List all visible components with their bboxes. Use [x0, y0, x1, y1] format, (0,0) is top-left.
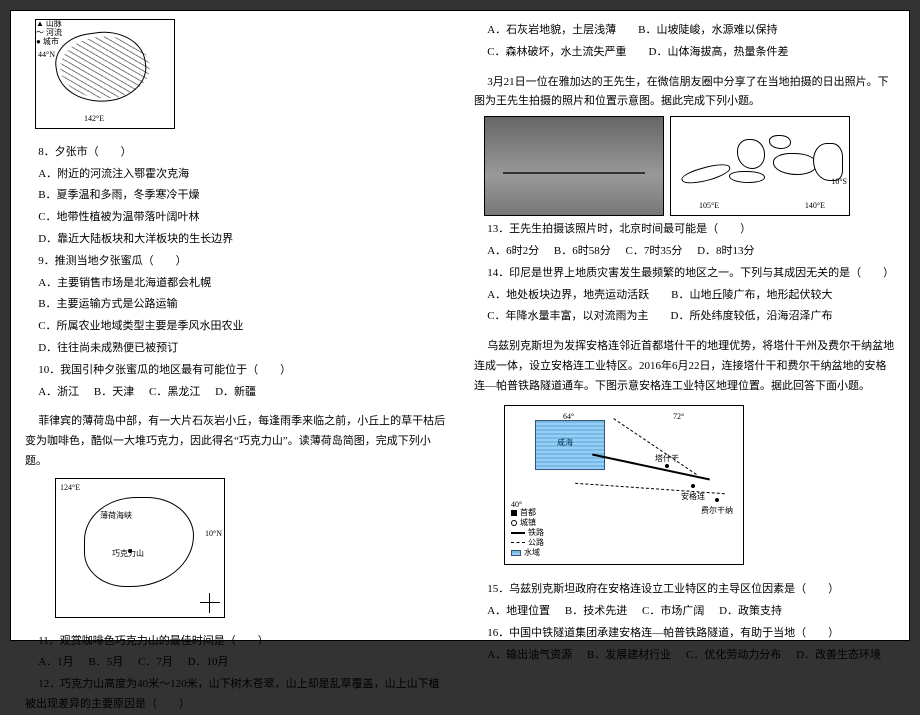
- q11-d: D．10月: [188, 656, 229, 668]
- question-13: 13．王先生拍摄该照片时，北京时间最可能是（ ）: [474, 220, 895, 240]
- map-uzbek: 咸海 塔什干 安格连 费尔干纳 64° 72° 40° 首都 城镇 铁路 公路 …: [504, 405, 744, 565]
- map-indonesia: 105°E 140°E 10°S: [670, 116, 850, 216]
- city-tashkent: 塔什干: [655, 452, 679, 466]
- q9-opt-a: A．主要销售市场是北海道都会札幌: [25, 274, 446, 294]
- exam-page: 44°N 142°E ▲ 山脉 ～ 河流 ● 城市 8．夕张市（ ） A．附近的…: [10, 10, 910, 641]
- q10-opts: A．浙江 B．天津 C．黑龙江 D．新疆: [25, 383, 446, 403]
- legend-town: 城镇: [511, 518, 544, 528]
- compass-icon: [200, 593, 220, 613]
- q10-b: B．天津: [94, 386, 134, 398]
- map4-legend: 首都 城镇 铁路 公路 水域: [511, 508, 544, 558]
- q12-opts-cd: C．森林破坏，水土流失严重 D．山体海拔高，热量条件差: [474, 43, 895, 63]
- legend-mountain: ▲ 山脉: [36, 20, 174, 29]
- q9-opt-d: D．往往尚未成熟便已被预订: [25, 339, 446, 359]
- question-10: 10．我国引种夕张蜜瓜的地区最有可能位于（ ）: [25, 361, 446, 381]
- q12-opts-ab: A．石灰岩地貌，土层浅薄 B．山坡陡峻，水源难以保持: [474, 21, 895, 41]
- legend-capital: 首都: [511, 508, 544, 518]
- q11-a: A．1月: [38, 656, 73, 668]
- q15-c: C．市场广阔: [642, 605, 704, 617]
- map-hokkaido: 44°N 142°E ▲ 山脉 ～ 河流 ● 城市: [35, 19, 175, 129]
- q8-opt-c: C．地带性植被为温带落叶阔叶林: [25, 208, 446, 228]
- q8-opt-a: A．附近的河流注入鄂霍次克海: [25, 165, 446, 185]
- island-outline: [52, 26, 151, 108]
- island: [769, 135, 791, 149]
- q13-b: B．6时58分: [554, 245, 611, 257]
- island: [773, 153, 817, 175]
- q8-opt-d: D．靠近大陆板块和大洋板块的生长边界: [25, 230, 446, 250]
- q15-d: D．政策支持: [719, 605, 782, 617]
- lon2: 140°E: [805, 199, 825, 213]
- q13-d: D．8时13分: [697, 245, 754, 257]
- lon-64: 64°: [563, 410, 574, 424]
- strait-label: 薄荷海峡: [100, 509, 132, 523]
- legend-road: 公路: [511, 538, 544, 548]
- q13-opts: A．6时2分 B．6时58分 C．7时35分 D．8时13分: [474, 242, 895, 262]
- lon-label: 124°E: [60, 481, 80, 495]
- lat-label: 44°N: [38, 48, 55, 62]
- q13-a: A．6时2分: [487, 245, 539, 257]
- island: [737, 139, 765, 169]
- q11-b: B．5月: [88, 656, 123, 668]
- q10-a: A．浙江: [38, 386, 79, 398]
- lon-72: 72°: [673, 410, 684, 424]
- q15-b: B．技术先进: [565, 605, 627, 617]
- q14-opts-ab: A．地处板块边界，地壳运动活跃 B．山地丘陵广布，地形起伏较大: [474, 286, 895, 306]
- q9-opt-c: C．所属农业地域类型主要是季风水田农业: [25, 317, 446, 337]
- paragraph-bohol: 菲律宾的薄荷岛中部，有一大片石灰岩小丘，每逢雨季来临之前，小丘上的草干枯后变为咖…: [25, 412, 446, 471]
- q14-opts-cd: C．年降水量丰富，以对流雨为主 D．所处纬度较低，沿海沼泽广布: [474, 307, 895, 327]
- archipelago: [677, 123, 843, 209]
- q16-opts: A．输出油气资源 B．发展建材行业 C．优化劳动力分布 D．改善生态环境: [474, 646, 895, 666]
- city-fergana: 费尔干纳: [701, 504, 733, 518]
- island: [680, 161, 732, 188]
- q9-opt-b: B．主要运输方式是公路运输: [25, 295, 446, 315]
- question-12: 12．巧克力山高度为40米～120米，山下树木苍翠，山上却是乱草覆盖，山上山下植…: [25, 675, 446, 715]
- city-angren: 安格连: [681, 490, 705, 504]
- sunrise-photo: [484, 116, 664, 216]
- right-column: A．石灰岩地貌，土层浅薄 B．山坡陡峻，水源难以保持 C．森林破坏，水土流失严重…: [460, 11, 909, 640]
- poi-dot: [128, 549, 132, 553]
- question-8: 8．夕张市（ ）: [25, 143, 446, 163]
- sea-label: 咸海: [557, 436, 573, 450]
- island: [729, 171, 765, 183]
- legend-rail: 铁路: [511, 528, 544, 538]
- question-11: 11．观赏咖啡色巧克力山的最佳时间是（ ）: [25, 632, 446, 652]
- left-column: 44°N 142°E ▲ 山脉 ～ 河流 ● 城市 8．夕张市（ ） A．附近的…: [11, 11, 460, 640]
- lon1: 105°E: [699, 199, 719, 213]
- lat: 10°S: [831, 175, 847, 189]
- q10-d: D．新疆: [215, 386, 256, 398]
- q15-a: A．地理位置: [487, 605, 550, 617]
- city-dot: [715, 498, 719, 502]
- city-dot: [691, 484, 695, 488]
- paragraph-jakarta: 3月21日一位在雅加达的王先生，在微信朋友圈中分享了在当地拍摄的日出照片。下图为…: [474, 73, 895, 113]
- q10-c: C．黑龙江: [149, 386, 200, 398]
- q11-c: C．7月: [138, 656, 173, 668]
- railway: [592, 453, 710, 480]
- question-15: 15．乌兹别克斯坦政府在安格连设立工业特区的主导区位因素是（ ）: [474, 580, 895, 600]
- q8-opt-b: B．夏季温和多雨，冬季寒冷干燥: [25, 186, 446, 206]
- map-bohol: 124°E 10°N 薄荷海峡 巧克力山: [55, 478, 225, 618]
- q13-c: C．7时35分: [625, 245, 682, 257]
- question-9: 9．推测当地夕张蜜瓜（ ）: [25, 252, 446, 272]
- paragraph-uzbek: 乌兹别克斯坦为发挥安格连邻近首都塔什干的地理优势，将塔什干州及费尔干纳盆地连成一…: [474, 337, 895, 396]
- q11-opts: A．1月 B．5月 C．7月 D．10月: [25, 653, 446, 673]
- lon-label: 142°E: [84, 112, 104, 126]
- q15-opts: A．地理位置 B．技术先进 C．市场广阔 D．政策支持: [474, 602, 895, 622]
- question-14: 14．印尼是世界上地质灾害发生最频繁的地区之一。下列与其成因无关的是（ ）: [474, 264, 895, 284]
- photo-map-row: 105°E 140°E 10°S: [484, 116, 895, 216]
- question-16: 16．中国中铁隧道集团承建安格连—帕普铁路隧道，有助于当地（ ）: [474, 624, 895, 644]
- lat-label: 10°N: [205, 527, 222, 541]
- legend-water: 水域: [511, 548, 544, 558]
